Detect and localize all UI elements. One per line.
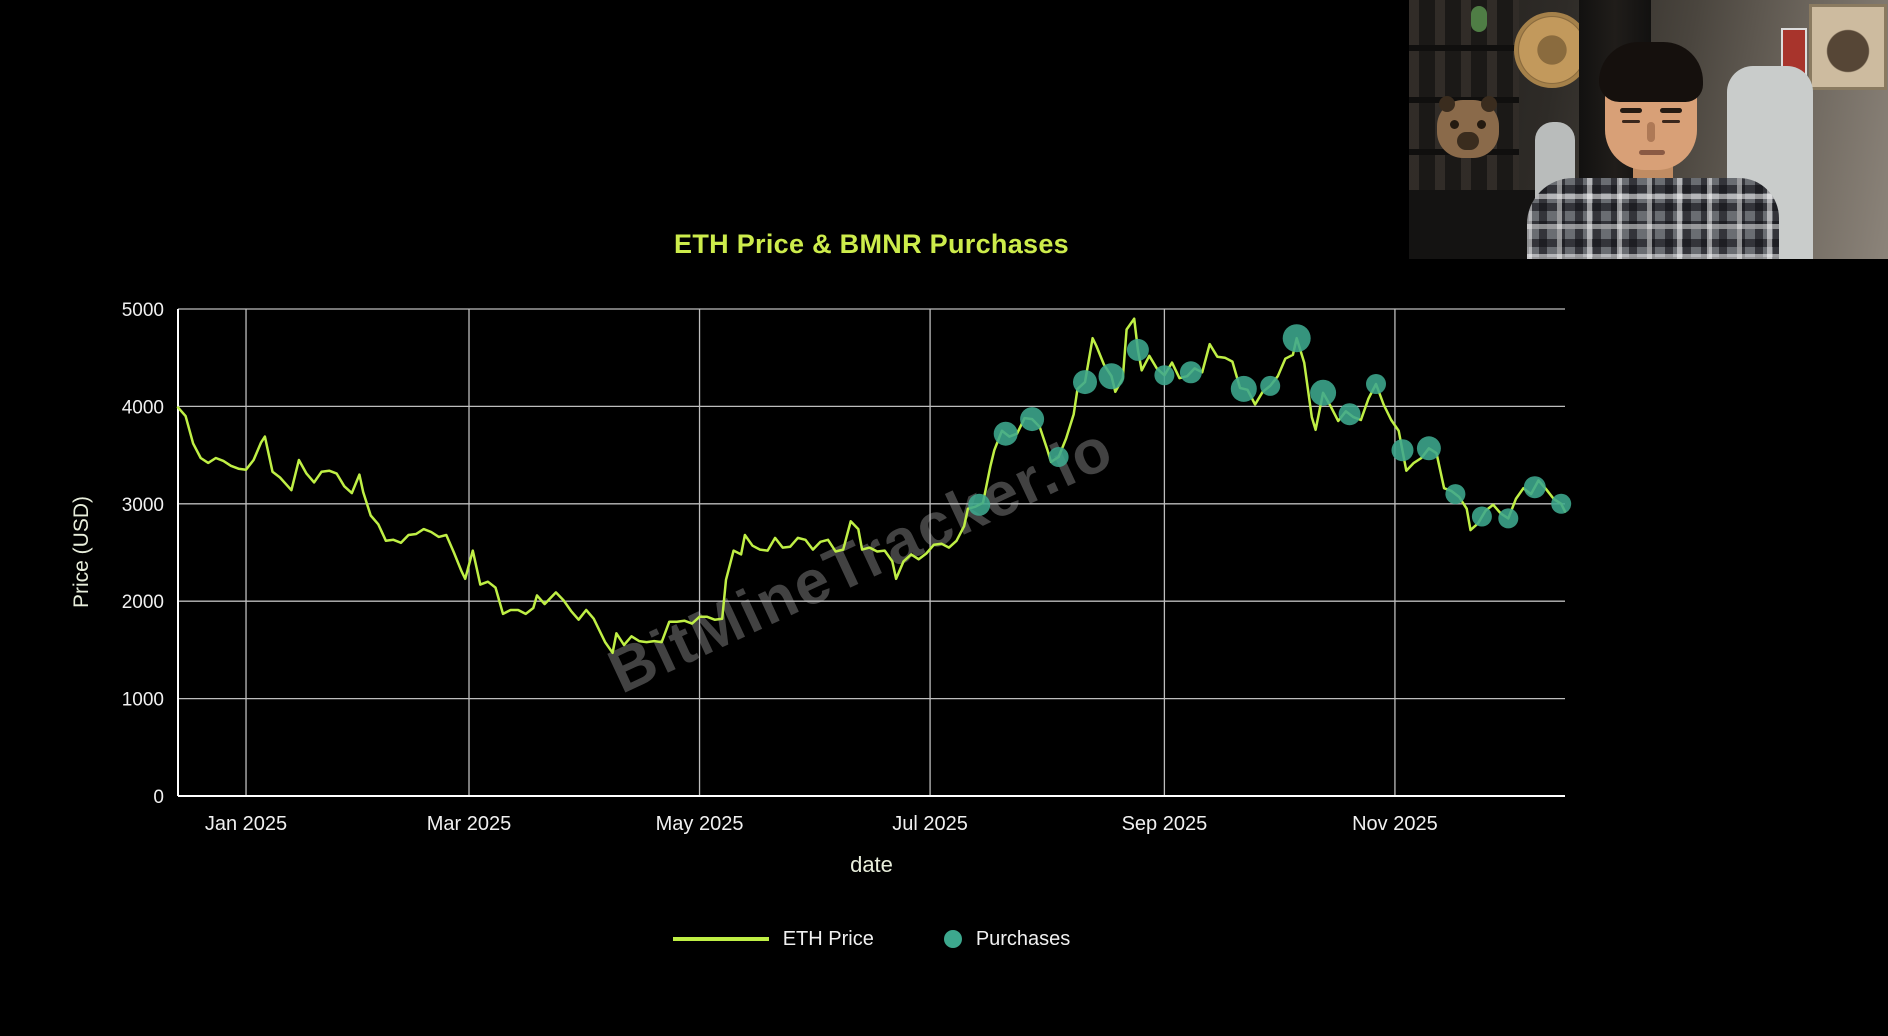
y-tick-label: 2000: [122, 592, 164, 613]
straw-hat: [1514, 12, 1590, 88]
x-tick-label: Jul 2025: [892, 813, 968, 835]
y-tick-label: 3000: [122, 495, 164, 516]
purchase-marker: [993, 421, 1018, 446]
legend-label-eth-price: ETH Price: [782, 927, 874, 950]
x-tick-label: Jan 2025: [205, 813, 287, 835]
purchase-marker: [1282, 324, 1311, 353]
purchase-marker: [1098, 363, 1125, 390]
person-eye-right: [1662, 120, 1680, 123]
cactus-decoration: [1471, 6, 1487, 32]
plaid-shirt: [1527, 178, 1779, 259]
pug-eye-left: [1450, 120, 1459, 129]
purchase-marker: [1471, 506, 1492, 527]
purchases-marker-swatch: [943, 930, 962, 948]
person-mouth: [1639, 150, 1665, 155]
webcam-overlay: [1409, 0, 1888, 259]
purchase-marker: [1551, 493, 1572, 514]
chart-legend: ETH Price Purchases: [178, 922, 1565, 956]
purchase-marker: [1416, 436, 1441, 461]
x-tick-label: Sep 2025: [1122, 813, 1208, 835]
eth-price-line-swatch: [672, 937, 769, 941]
x-axis-label: date: [850, 852, 893, 877]
eth-price-line: [176, 317, 1567, 655]
x-tick-label: May 2025: [656, 813, 744, 835]
purchase-marker: [1445, 484, 1466, 505]
purchase-marker: [1523, 476, 1546, 499]
y-tick-label: 4000: [122, 397, 164, 418]
person-eyebrow-right: [1660, 108, 1682, 113]
purchase-marker: [1498, 508, 1519, 529]
person-head: [1599, 42, 1703, 170]
purchase-marker: [1154, 365, 1175, 386]
pug-eye-right: [1477, 120, 1486, 129]
purchase-marker: [1179, 361, 1202, 384]
person-nose: [1647, 122, 1655, 142]
wall-picture: [1809, 4, 1887, 90]
x-tick-label: Mar 2025: [427, 813, 512, 835]
legend-label-purchases: Purchases: [975, 927, 1071, 950]
person-eyebrow-left: [1620, 108, 1642, 113]
purchase-marker: [1230, 375, 1257, 402]
purchase-marker: [1366, 374, 1386, 394]
x-tick-label: Nov 2025: [1352, 813, 1438, 835]
person-hair: [1599, 42, 1703, 102]
purchase-marker: [1310, 379, 1337, 406]
purchase-marker: [1048, 447, 1069, 467]
purchase-marker: [1391, 439, 1414, 462]
purchase-marker: [1073, 370, 1097, 395]
pug-muzzle: [1457, 132, 1479, 150]
y-tick-label: 0: [153, 787, 164, 808]
purchase-marker: [968, 493, 991, 516]
pug-mask: [1437, 96, 1499, 158]
pug-ear-right: [1481, 96, 1497, 112]
purchase-marker: [1020, 407, 1045, 432]
chart-title: ETH Price & BMNR Purchases: [674, 229, 1069, 259]
y-tick-label: 5000: [122, 300, 164, 321]
person-eye-left: [1622, 120, 1640, 123]
purchase-marker: [1260, 375, 1281, 396]
y-tick-label: 1000: [122, 690, 164, 711]
purchase-marker: [1126, 338, 1149, 361]
purchase-marker: [1338, 403, 1361, 426]
pug-ear-left: [1439, 96, 1455, 112]
